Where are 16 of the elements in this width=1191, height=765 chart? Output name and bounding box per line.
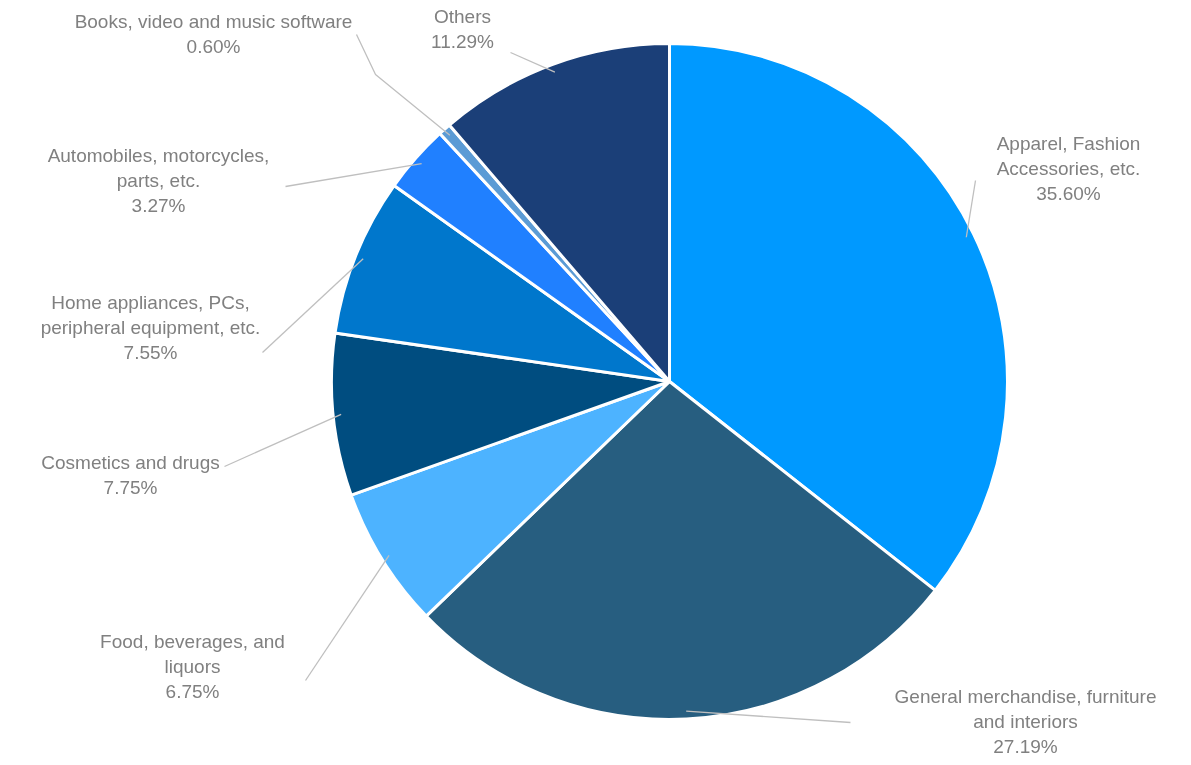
slice-label: Others	[433, 6, 492, 27]
data-label: 6.75%	[165, 681, 220, 702]
data-label: 3.27%	[131, 195, 186, 216]
data-label: 35.60%	[1036, 183, 1101, 204]
data-label: 11.29%	[430, 31, 495, 52]
data-label: 7.55%	[123, 342, 178, 363]
data-label: 7.75%	[103, 477, 158, 498]
slice-label: Automobiles, motorcycles, parts, etc.	[47, 145, 270, 191]
slice-label: Books, video and music software	[74, 11, 353, 32]
slice-label: Home appliances, PCs, peripheral equipment, etc.	[40, 292, 261, 338]
data-label: 0.60%	[186, 36, 241, 57]
slice-label: Apparel, Fashion Accessories, etc.	[996, 133, 1141, 179]
slice-label: General merchandise, furniture and interiors	[894, 686, 1157, 732]
slice-label: Cosmetics and drugs	[41, 452, 220, 473]
data-label: 27.19%	[993, 736, 1058, 757]
slice-label: Food, beverages, and liquors	[100, 631, 285, 677]
